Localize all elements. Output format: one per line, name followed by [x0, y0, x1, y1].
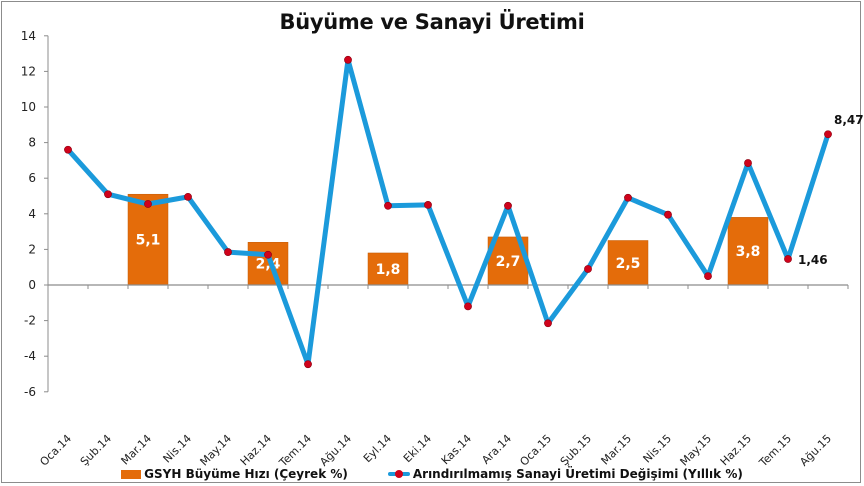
legend: GSYH Büyüme Hızı (Çeyrek %) Arındırılmam… [0, 467, 864, 481]
line-marker [64, 145, 72, 154]
x-tick-label: Nis.15 [641, 432, 675, 466]
y-tick-label: 2 [28, 242, 36, 256]
y-tick-label: 10 [21, 100, 36, 114]
x-tick-label: Ara.14 [479, 432, 514, 467]
y-tick-label: 0 [28, 278, 36, 292]
legend-bar-label: GSYH Büyüme Hızı (Çeyrek %) [144, 467, 348, 481]
x-tick-label: Mar.15 [599, 432, 635, 468]
legend-item-line: Arındırılmamış Sanayi Üretimi Değişimi (… [387, 467, 743, 481]
x-tick-label: Tem.14 [276, 432, 314, 470]
legend-item-bar: GSYH Büyüme Hızı (Çeyrek %) [121, 467, 348, 481]
x-tick-label: Ağu.15 [797, 432, 834, 469]
line-series [65, 57, 831, 367]
y-tick-label: 6 [28, 171, 36, 185]
x-tick-label: Nis.14 [161, 432, 195, 466]
line-marker [304, 360, 312, 369]
x-tick-label: Ağu.14 [317, 432, 354, 469]
bar-value-label: 2,7 [496, 254, 521, 270]
line-marker [784, 255, 792, 263]
bar [247, 242, 289, 286]
y-tick-label: -2 [24, 314, 36, 328]
line-marker [544, 319, 552, 328]
x-tick-label: May.14 [198, 432, 235, 469]
x-tick-label: Mar.14 [119, 432, 155, 468]
legend-line-label: Arındırılmamış Sanayi Üretimi Değişimi (… [412, 467, 743, 481]
x-tick-label: Eki.14 [401, 432, 434, 465]
x-tick-label: Haz.15 [718, 432, 754, 468]
line-marker-swatch-icon [387, 469, 410, 479]
line-marker [264, 250, 272, 259]
point-value-label: 1,46 [798, 253, 828, 267]
line-marker [664, 210, 672, 219]
line-marker [464, 302, 472, 311]
line-marker [584, 265, 592, 273]
x-tick-label: Tem.15 [756, 432, 794, 470]
bar-value-label: 1,8 [376, 262, 401, 278]
x-tick-label: Eyl.14 [361, 432, 394, 465]
line-marker [224, 248, 232, 256]
y-tick-label: 4 [28, 207, 36, 221]
x-tick-label: Oca.14 [37, 432, 74, 469]
x-tick-label: Haz.14 [238, 432, 274, 468]
line-marker [384, 201, 392, 210]
bar [367, 252, 409, 286]
bar [127, 193, 169, 286]
y-tick-label: 14 [21, 29, 36, 43]
chart-title: Büyüme ve Sanayi Üretimi [279, 10, 585, 34]
y-tick-label: 8 [28, 136, 36, 150]
y-tick-label: -4 [24, 349, 36, 363]
line-marker [424, 200, 432, 209]
y-tick-label: -6 [24, 385, 36, 399]
bar-swatch-icon [121, 469, 142, 479]
line-marker [624, 193, 632, 202]
x-tick-label: Kas.14 [439, 432, 474, 467]
line-marker [104, 190, 112, 199]
line-marker [744, 159, 752, 167]
point-value-label: 8,47 [834, 113, 864, 127]
bar [727, 217, 769, 286]
bar-value-label: 3,8 [736, 244, 761, 260]
line-marker [704, 272, 712, 280]
line-marker [184, 192, 192, 201]
line-marker [824, 130, 832, 139]
x-tick-label: Şub.14 [78, 432, 114, 468]
bar-value-label: 2,5 [616, 256, 641, 272]
x-tick-label: Oca.15 [517, 432, 554, 469]
line-marker [504, 201, 512, 210]
x-tick-label: May.15 [678, 432, 715, 469]
y-tick-label: 12 [21, 64, 36, 78]
x-tick-label: Şub.15 [558, 432, 594, 468]
line-marker [344, 55, 352, 64]
line-marker [144, 200, 152, 208]
bar-value-label: 5,1 [136, 233, 161, 249]
